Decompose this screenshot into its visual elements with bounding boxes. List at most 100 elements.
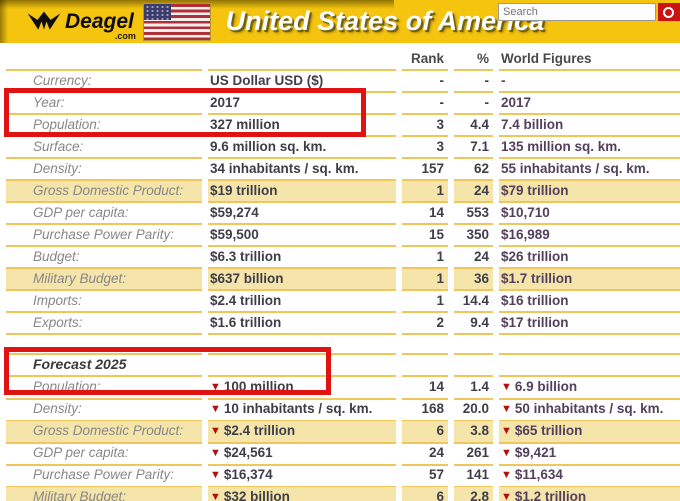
world-figure-value: $17 trillion [499, 313, 680, 335]
country-value: 327 million [208, 115, 396, 137]
world-figure-value: ▼ 6.9 billion [499, 377, 680, 400]
rank-value: 14 [402, 203, 448, 225]
percent-value: 261 [454, 443, 493, 466]
world-figure-value: ▼ 50 inhabitants / sq. km. [499, 399, 680, 422]
page-title: United States of America [225, 6, 545, 36]
row-label: Year: [6, 93, 202, 115]
world-figure-value: 7.4 billion [499, 115, 680, 137]
search-input[interactable] [498, 3, 656, 21]
rank-value: 157 [402, 159, 448, 181]
percent-value: 20.0 [454, 399, 493, 422]
country-value: ▼ 10 inhabitants / sq. km. [208, 399, 396, 422]
row-label: Density: [6, 399, 202, 422]
country-value: $2.4 trillion [208, 291, 396, 313]
table-row: Military Budget: $637 billion 1 36 $1.7 tril… [0, 269, 680, 291]
percent-value: 24 [454, 181, 493, 203]
deagel-logo[interactable]: Deagel .com [26, 5, 136, 41]
world-figure-value: $1.7 trillion [499, 269, 680, 291]
down-arrow-icon: ▼ [210, 403, 221, 415]
percent-value: 7.1 [454, 137, 493, 159]
rank-value: 1 [402, 247, 448, 269]
country-value: $59,274 [208, 203, 396, 225]
header-label-cell [6, 69, 202, 71]
rank-value: 3 [402, 137, 448, 159]
world-figure-value: $10,710 [499, 203, 680, 225]
header-rank-cell: Rank [402, 48, 448, 71]
table-row: Year: 2017- -2017 [0, 93, 680, 115]
percent-value: - [454, 71, 493, 93]
row-label: Population: [6, 115, 202, 137]
country-value: $59,500 [208, 225, 396, 247]
percent-value: 24 [454, 247, 493, 269]
percent-value: 4.4 [454, 115, 493, 137]
table-row: Currency: US Dollar USD ($) - - - [0, 71, 680, 93]
row-label: Currency: [6, 71, 202, 93]
rank-value: 2 [402, 313, 448, 335]
country-value: ▼ $32 billion [208, 487, 396, 501]
down-arrow-icon: ▼ [501, 469, 512, 481]
table-row: Population: 327 million 3 4.4 7.4 billion [0, 115, 680, 137]
percent-value: 2.8 [454, 487, 493, 501]
down-arrow-icon: ▼ [210, 425, 221, 437]
table-row: Density: 34 inhabitants / sq. km. 157 62 55 … [0, 159, 680, 181]
world-figure-value: ▼ $11,634 [499, 465, 680, 488]
country-value: US Dollar USD ($) [208, 71, 396, 93]
world-figure-value: - [499, 71, 680, 93]
header-pct-cell: % [454, 48, 493, 71]
row-label: Military Budget: [6, 269, 202, 291]
table-row: Purchase Power Parity: $59,500 15 350 $16,98… [0, 225, 680, 247]
down-arrow-icon: ▼ [501, 447, 512, 459]
table-row: GDP per capita: ▼ $24,561 24 261 ▼ $9,421 [0, 443, 680, 466]
table-row: Military Budget: ▼ $32 billion 6 2.8 ▼ $1.2 tr… [0, 487, 680, 501]
table-row: Budget: $6.3 trillion 1 24 $26 trillion [0, 247, 680, 269]
table-row: Gross Domestic Product: ▼ $2.4 trillion 6 3.… [0, 421, 680, 444]
world-figure-value: ▼ $9,421 [499, 443, 680, 466]
country-value: $6.3 trillion [208, 247, 396, 269]
row-label: Purchase Power Parity: [6, 465, 202, 488]
current-figures-section: Currency: US Dollar USD ($) - - - Year: 2017- -… [0, 71, 680, 335]
table-row: Population: ▼ 100 million 14 1.4 ▼ 6.9 billion [0, 377, 680, 400]
row-label: GDP per capita: [6, 443, 202, 466]
forecast-header-row: Forecast 2025 [0, 355, 680, 377]
percent-value: 141 [454, 465, 493, 488]
world-figure-value: $16 trillion [499, 291, 680, 313]
country-value: ▼ $16,374 [208, 465, 396, 488]
country-value: 9.6 million sq. km. [208, 137, 396, 159]
percent-value: 14.4 [454, 291, 493, 313]
search-bar [498, 3, 680, 21]
world-figure-value: $16,989 [499, 225, 680, 247]
rank-value: 6 [402, 421, 448, 444]
row-label: Surface: [6, 137, 202, 159]
percent-value: 62 [454, 159, 493, 181]
percent-value: 9.4 [454, 313, 493, 335]
down-arrow-icon: ▼ [210, 491, 221, 501]
country-data-table: Rank % World Figures Currency: US Dollar … [0, 43, 680, 501]
table-row: GDP per capita: $59,274 14 553 $10,710 [0, 203, 680, 225]
row-label: Gross Domestic Product: [6, 421, 202, 444]
rank-value: 1 [402, 181, 448, 203]
row-label: Exports: [6, 313, 202, 335]
rank-value: 24 [402, 443, 448, 466]
rank-value: 1 [402, 291, 448, 313]
percent-value: 553 [454, 203, 493, 225]
world-figure-value: ▼ $65 trillion [499, 421, 680, 444]
header-world-cell: World Figures [499, 48, 680, 71]
down-arrow-icon: ▼ [210, 469, 221, 481]
row-label: Gross Domestic Product: [6, 181, 202, 203]
percent-value: 3.8 [454, 421, 493, 444]
row-label: Imports: [6, 291, 202, 313]
row-label: Military Budget: [6, 487, 202, 501]
down-arrow-icon: ▼ [501, 403, 512, 415]
percent-value: - [454, 93, 493, 115]
rank-value: 14 [402, 377, 448, 400]
rank-value: 1 [402, 269, 448, 291]
us-flag-icon [143, 3, 210, 40]
world-figure-value: 135 million sq. km. [499, 137, 680, 159]
percent-value: 350 [454, 225, 493, 247]
rank-value: - [402, 93, 448, 115]
rank-value: - [402, 71, 448, 93]
search-go-button[interactable] [658, 3, 680, 21]
table-row: Exports: $1.6 trillion 2 9.4 $17 trillion [0, 313, 680, 335]
table-row: Gross Domestic Product: $19 trillion 1 24 $7… [0, 181, 680, 203]
